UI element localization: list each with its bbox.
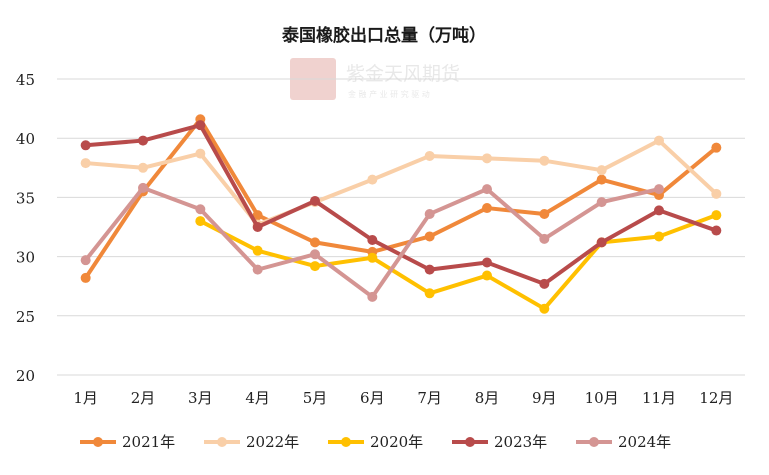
data-point [482,153,492,164]
data-point [424,208,435,219]
x-tick-label: 2月 [131,389,156,407]
data-point [367,252,378,263]
data-point [138,162,148,173]
plot-area [80,114,722,314]
series-line [83,138,719,227]
data-point [367,291,378,302]
legend-label: 2021年 [122,433,175,451]
legend-item: 2020年 [328,433,423,451]
grid [57,78,745,376]
data-point [711,210,722,221]
series-line [198,213,719,311]
data-point [654,135,664,146]
x-tick-label: 1月 [73,389,98,407]
data-point [539,278,550,289]
x-tick-label: 6月 [360,389,385,407]
series-line [83,123,719,286]
y-tick-label: 40 [16,130,35,148]
data-point [424,150,435,161]
x-tick-label: 7月 [417,389,442,407]
x-tick-label: 11月 [642,389,676,407]
data-point [539,233,550,244]
x-tick-label: 8月 [475,389,500,407]
data-point [367,174,378,185]
series-2024年 [80,182,664,302]
x-axis: 1月 2月 3月 4月 5月 6月 7月 8月 9月 10月 11月 12月 [73,389,733,407]
x-tick-label: 12月 [699,389,733,407]
data-point [310,195,320,206]
data-point [596,165,607,176]
x-tick-label: 3月 [188,389,213,407]
data-point [424,288,435,299]
data-point [310,249,320,260]
data-point [195,120,206,131]
legend-label: 2022年 [246,433,299,451]
data-point [711,142,722,153]
y-tick-label: 20 [16,367,35,385]
data-point [482,270,492,281]
data-point [80,158,91,169]
data-point [80,140,91,151]
y-tick-label: 30 [16,249,35,267]
legend-swatch-marker [341,437,351,447]
data-point [539,303,550,314]
data-point [711,225,722,236]
data-point [539,208,550,219]
data-point [482,203,492,214]
data-point [596,174,607,185]
data-point [539,155,550,166]
y-axis: 20 25 30 35 40 45 [16,71,35,385]
watermark-brand: 紫金天风期货 [346,63,460,85]
y-tick-label: 45 [16,71,35,89]
series-2020年 [195,210,722,314]
watermark-slogan: 金 融 产 业 研 究 驱 动 [348,89,430,99]
legend-label: 2023年 [494,433,547,451]
x-tick-label: 10月 [585,389,619,407]
series-2023年 [80,120,722,289]
data-point [252,222,263,232]
x-tick-label: 5月 [303,389,328,407]
data-point [711,188,722,199]
y-tick-label: 25 [16,308,35,326]
legend-swatch-marker [217,437,227,447]
data-point [252,245,263,256]
legend-swatch-marker [589,437,599,447]
data-point [654,205,664,216]
legend-label: 2020年 [370,433,423,451]
x-tick-label: 4月 [245,389,270,407]
data-point [310,237,320,248]
data-point [596,197,607,208]
data-point [482,257,492,268]
legend-item: 2021年 [80,433,175,451]
legend-item: 2022年 [204,433,299,451]
legend: 2021年 2022年 2020年 2023年 2024年 [80,433,671,451]
data-point [424,264,435,275]
data-point [367,235,378,246]
data-point [195,216,206,227]
x-tick-label: 9月 [532,389,557,407]
data-point [80,272,91,283]
data-point [195,204,206,215]
legend-swatch-marker [93,437,103,447]
data-point [596,237,607,248]
data-point [138,135,148,146]
data-point [482,184,492,195]
data-point [252,264,263,275]
chart-title: 泰国橡胶出口总量（万吨） [282,25,486,46]
data-point [195,148,206,159]
legend-item: 2023年 [452,433,547,451]
data-point [424,231,435,242]
data-point [654,184,664,195]
data-point [138,182,148,193]
y-tick-label: 35 [16,189,35,207]
legend-label: 2024年 [618,433,671,451]
legend-swatch-marker [465,437,475,447]
legend-item: 2024年 [576,433,671,451]
data-point [310,261,320,272]
data-point [654,231,664,242]
data-point [252,210,263,221]
series-line [83,117,719,280]
data-point [80,255,91,266]
